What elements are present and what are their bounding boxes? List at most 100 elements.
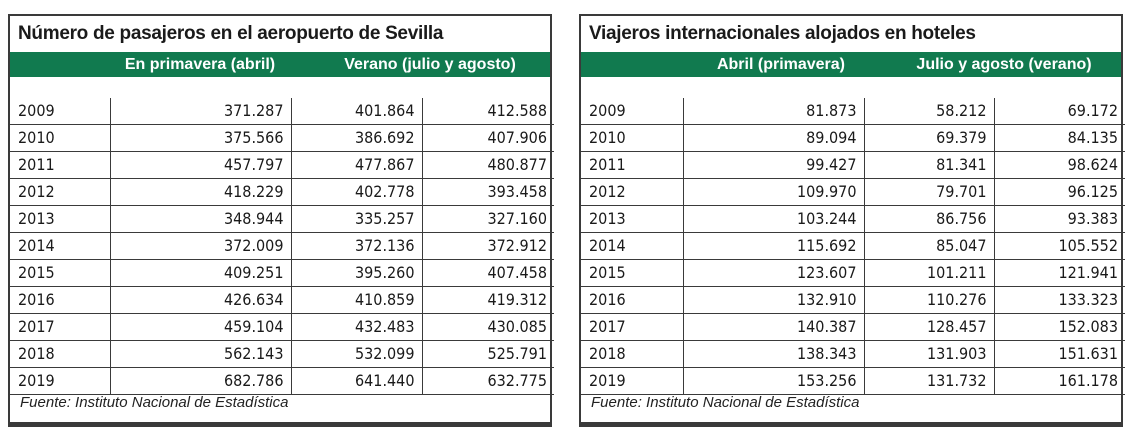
value-cell: 96.125 xyxy=(993,178,1125,206)
table-row: 2011 99.427 81.341 98.624 xyxy=(581,151,1125,179)
year-cell: 2017 xyxy=(10,313,110,341)
data-table: 2009 371.287 401.864 412.588 2010 375.566 386.… xyxy=(10,98,554,395)
table-row: 2009 81.873 58.212 69.172 xyxy=(581,98,1125,125)
value-cell: 85.047 xyxy=(863,232,994,260)
value-cell: 98.624 xyxy=(993,151,1125,179)
year-cell: 2013 xyxy=(10,205,110,233)
value-cell: 348.944 xyxy=(109,205,291,233)
table-row: 2019 682.786 641.440 632.775 xyxy=(10,367,554,395)
value-cell: 407.906 xyxy=(421,124,554,152)
value-cell: 409.251 xyxy=(109,259,291,287)
value-cell: 81.873 xyxy=(682,98,864,125)
column-header-spring: Abril (primavera) xyxy=(716,56,846,73)
value-cell: 418.229 xyxy=(109,178,291,206)
table-row: 2016 132.910 110.276 133.323 xyxy=(581,286,1125,314)
value-cell: 386.692 xyxy=(290,124,422,152)
table-row: 2015 123.607 101.211 121.941 xyxy=(581,259,1125,287)
value-cell: 133.323 xyxy=(993,286,1125,314)
value-cell: 372.912 xyxy=(421,232,554,260)
value-cell: 69.172 xyxy=(993,98,1125,125)
table-panel-airport: Número de pasajeros en el aeropuerto de … xyxy=(8,14,554,427)
column-header-bar: Abril (primavera) Julio y agosto (verano… xyxy=(581,52,1121,77)
table-row: 2016 426.634 410.859 419.312 xyxy=(10,286,554,314)
value-cell: 105.552 xyxy=(993,232,1125,260)
value-cell: 84.135 xyxy=(993,124,1125,152)
value-cell: 525.791 xyxy=(421,340,554,368)
value-cell: 682.786 xyxy=(109,367,291,395)
table-row: 2013 103.244 86.756 93.383 xyxy=(581,205,1125,233)
value-cell: 115.692 xyxy=(682,232,864,260)
value-cell: 430.085 xyxy=(421,313,554,341)
table-row: 2018 138.343 131.903 151.631 xyxy=(581,340,1125,368)
value-cell: 477.867 xyxy=(290,151,422,179)
year-cell: 2016 xyxy=(581,286,683,314)
source-note: Fuente: Instituto Nacional de Estadístic… xyxy=(591,394,860,411)
value-cell: 532.099 xyxy=(290,340,422,368)
value-cell: 103.244 xyxy=(682,205,864,233)
year-cell: 2019 xyxy=(10,367,110,395)
value-cell: 419.312 xyxy=(421,286,554,314)
table-row: 2019 153.256 131.732 161.178 xyxy=(581,367,1125,395)
value-cell: 412.588 xyxy=(421,98,554,125)
column-header-summer: Julio y agosto (verano) xyxy=(916,56,1092,73)
year-cell: 2018 xyxy=(581,340,683,368)
value-cell: 81.341 xyxy=(863,151,994,179)
value-cell: 86.756 xyxy=(863,205,994,233)
value-cell: 151.631 xyxy=(993,340,1125,368)
table-row: 2012 109.970 79.701 96.125 xyxy=(581,178,1125,206)
value-cell: 327.160 xyxy=(421,205,554,233)
value-cell: 153.256 xyxy=(682,367,864,395)
value-cell: 372.136 xyxy=(290,232,422,260)
value-cell: 402.778 xyxy=(290,178,422,206)
value-cell: 131.732 xyxy=(863,367,994,395)
value-cell: 131.903 xyxy=(863,340,994,368)
year-cell: 2010 xyxy=(10,124,110,152)
value-cell: 89.094 xyxy=(682,124,864,152)
table-row: 2010 89.094 69.379 84.135 xyxy=(581,124,1125,152)
value-cell: 457.797 xyxy=(109,151,291,179)
column-header-summer: Verano (julio y agosto) xyxy=(344,56,516,73)
value-cell: 395.260 xyxy=(290,259,422,287)
value-cell: 138.343 xyxy=(682,340,864,368)
table-title: Número de pasajeros en el aeropuerto de … xyxy=(18,23,444,44)
value-cell: 480.877 xyxy=(421,151,554,179)
value-cell: 99.427 xyxy=(682,151,864,179)
year-cell: 2015 xyxy=(10,259,110,287)
value-cell: 58.212 xyxy=(863,98,994,125)
value-cell: 371.287 xyxy=(109,98,291,125)
value-cell: 375.566 xyxy=(109,124,291,152)
year-cell: 2011 xyxy=(10,151,110,179)
value-cell: 79.701 xyxy=(863,178,994,206)
table-row: 2015 409.251 395.260 407.458 xyxy=(10,259,554,287)
table-row: 2011 457.797 477.867 480.877 xyxy=(10,151,554,179)
table-row: 2017 459.104 432.483 430.085 xyxy=(10,313,554,341)
value-cell: 101.211 xyxy=(863,259,994,287)
value-cell: 69.379 xyxy=(863,124,994,152)
value-cell: 641.440 xyxy=(290,367,422,395)
table-panel-hotels: Viajeros internacionales alojados en hot… xyxy=(579,14,1125,427)
value-cell: 459.104 xyxy=(109,313,291,341)
year-cell: 2014 xyxy=(10,232,110,260)
value-cell: 123.607 xyxy=(682,259,864,287)
year-cell: 2009 xyxy=(581,98,683,125)
year-cell: 2012 xyxy=(581,178,683,206)
column-header-bar: En primavera (abril) Verano (julio y ago… xyxy=(10,52,550,77)
value-cell: 432.483 xyxy=(290,313,422,341)
value-cell: 393.458 xyxy=(421,178,554,206)
value-cell: 426.634 xyxy=(109,286,291,314)
table-row: 2013 348.944 335.257 327.160 xyxy=(10,205,554,233)
year-cell: 2015 xyxy=(581,259,683,287)
year-cell: 2018 xyxy=(10,340,110,368)
value-cell: 110.276 xyxy=(863,286,994,314)
year-cell: 2010 xyxy=(581,124,683,152)
year-cell: 2009 xyxy=(10,98,110,125)
value-cell: 401.864 xyxy=(290,98,422,125)
source-note: Fuente: Instituto Nacional de Estadístic… xyxy=(20,394,289,411)
value-cell: 372.009 xyxy=(109,232,291,260)
value-cell: 121.941 xyxy=(993,259,1125,287)
value-cell: 407.458 xyxy=(421,259,554,287)
value-cell: 632.775 xyxy=(421,367,554,395)
value-cell: 109.970 xyxy=(682,178,864,206)
table-row: 2014 372.009 372.136 372.912 xyxy=(10,232,554,260)
value-cell: 335.257 xyxy=(290,205,422,233)
